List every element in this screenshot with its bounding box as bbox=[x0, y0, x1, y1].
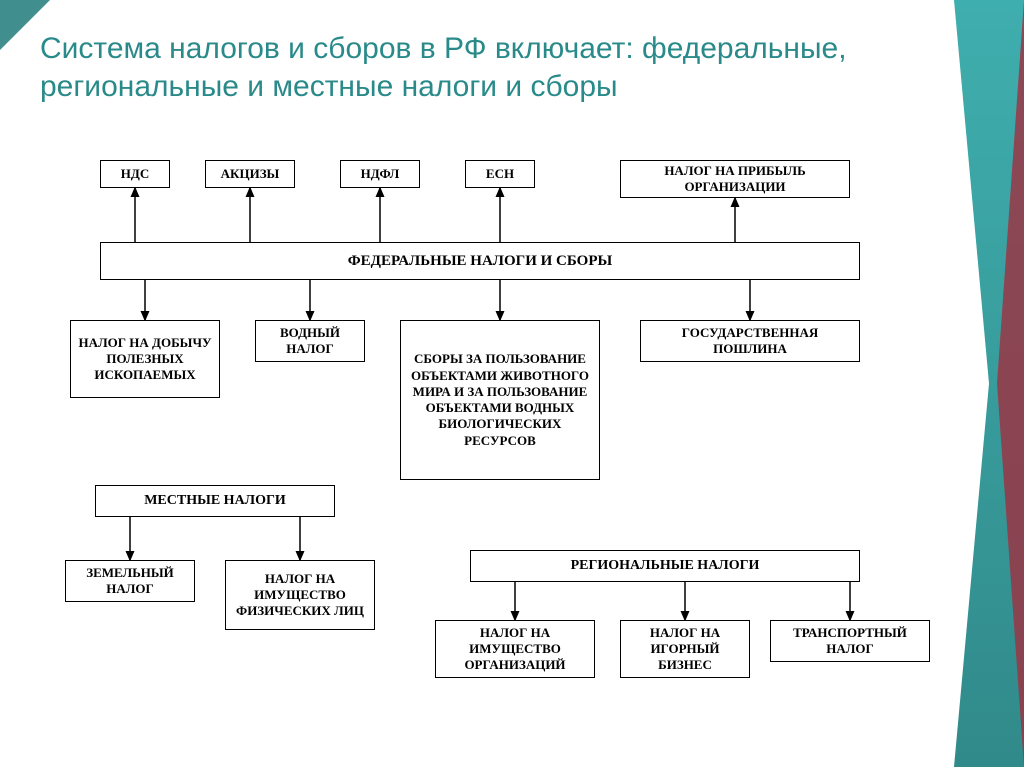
box-igorny: НАЛОГ НА ИГОРНЫЙ БИЗНЕС bbox=[620, 620, 750, 678]
box-zemel: ЗЕМЕЛЬНЫЙ НАЛОГ bbox=[65, 560, 195, 602]
tax-system-diagram: НДС АКЦИЗЫ НДФЛ ЕСН НАЛОГ НА ПРИБЫЛЬ ОРГАНИЗ… bbox=[40, 160, 960, 740]
box-mestnye: МЕСТНЫЕ НАЛОГИ bbox=[95, 485, 335, 517]
box-sbory: СБОРЫ ЗА ПОЛЬЗОВАНИЕ ОБЪЕКТАМИ ЖИВОТНОГО… bbox=[400, 320, 600, 480]
box-dobycha: НАЛОГ НА ДОБЫЧУ ПОЛЕЗНЫХ ИСКОПАЕМЫХ bbox=[70, 320, 220, 398]
slide-title: Система налогов и сборов в РФ включает: … bbox=[40, 30, 960, 105]
box-poshlina: ГОСУДАРСТВЕННАЯ ПОШЛИНА bbox=[640, 320, 860, 362]
box-ndfl: НДФЛ bbox=[340, 160, 420, 188]
box-nds: НДС bbox=[100, 160, 170, 188]
box-esn: ЕСН bbox=[465, 160, 535, 188]
box-regional: РЕГИОНАЛЬНЫЕ НАЛОГИ bbox=[470, 550, 860, 582]
box-transport: ТРАНСПОРТНЫЙ НАЛОГ bbox=[770, 620, 930, 662]
box-imush_fiz: НАЛОГ НА ИМУЩЕСТВО ФИЗИЧЕСКИХ ЛИЦ bbox=[225, 560, 375, 630]
box-vodny: ВОДНЫЙ НАЛОГ bbox=[255, 320, 365, 362]
box-federal: ФЕДЕРАЛЬНЫЕ НАЛОГИ И СБОРЫ bbox=[100, 242, 860, 280]
box-pribyl: НАЛОГ НА ПРИБЫЛЬ ОРГАНИЗАЦИИ bbox=[620, 160, 850, 198]
box-imush_org: НАЛОГ НА ИМУЩЕСТВО ОРГАНИЗАЦИЙ bbox=[435, 620, 595, 678]
box-akciz: АКЦИЗЫ bbox=[205, 160, 295, 188]
